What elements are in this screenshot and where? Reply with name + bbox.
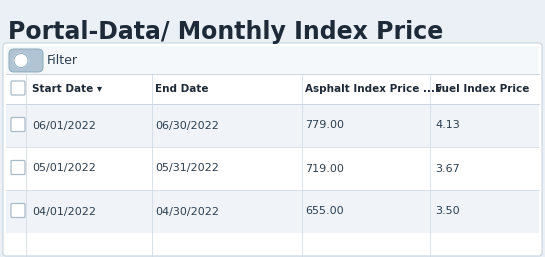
Text: 05/01/2022: 05/01/2022 — [32, 163, 96, 173]
Bar — [6, 46, 539, 74]
Text: 655.00: 655.00 — [305, 207, 344, 216]
Text: 4.13: 4.13 — [435, 121, 460, 131]
Text: 05/31/2022: 05/31/2022 — [155, 163, 219, 173]
FancyBboxPatch shape — [11, 161, 25, 175]
FancyBboxPatch shape — [11, 81, 25, 95]
FancyBboxPatch shape — [9, 49, 43, 72]
Text: 04/30/2022: 04/30/2022 — [155, 207, 219, 216]
Text: 06/30/2022: 06/30/2022 — [155, 121, 219, 131]
Circle shape — [14, 53, 28, 68]
Text: 04/01/2022: 04/01/2022 — [32, 207, 96, 216]
Bar — [6, 147, 539, 190]
Text: 06/01/2022: 06/01/2022 — [32, 121, 96, 131]
Text: 719.00: 719.00 — [305, 163, 344, 173]
Text: Portal-Data/ Monthly Index Price: Portal-Data/ Monthly Index Price — [8, 20, 443, 44]
Text: 779.00: 779.00 — [305, 121, 344, 131]
Bar — [6, 104, 539, 147]
FancyBboxPatch shape — [11, 204, 25, 217]
Text: 3.67: 3.67 — [435, 163, 460, 173]
Text: Filter: Filter — [47, 54, 78, 67]
Text: 3.50: 3.50 — [435, 207, 459, 216]
FancyBboxPatch shape — [3, 43, 542, 256]
Text: End Date: End Date — [155, 84, 209, 94]
Text: Fuel Index Price: Fuel Index Price — [435, 84, 529, 94]
Bar — [6, 190, 539, 233]
Text: Asphalt Index Price ...∨: Asphalt Index Price ...∨ — [305, 84, 444, 94]
Text: Start Date ▾: Start Date ▾ — [32, 84, 102, 94]
FancyBboxPatch shape — [11, 117, 25, 132]
